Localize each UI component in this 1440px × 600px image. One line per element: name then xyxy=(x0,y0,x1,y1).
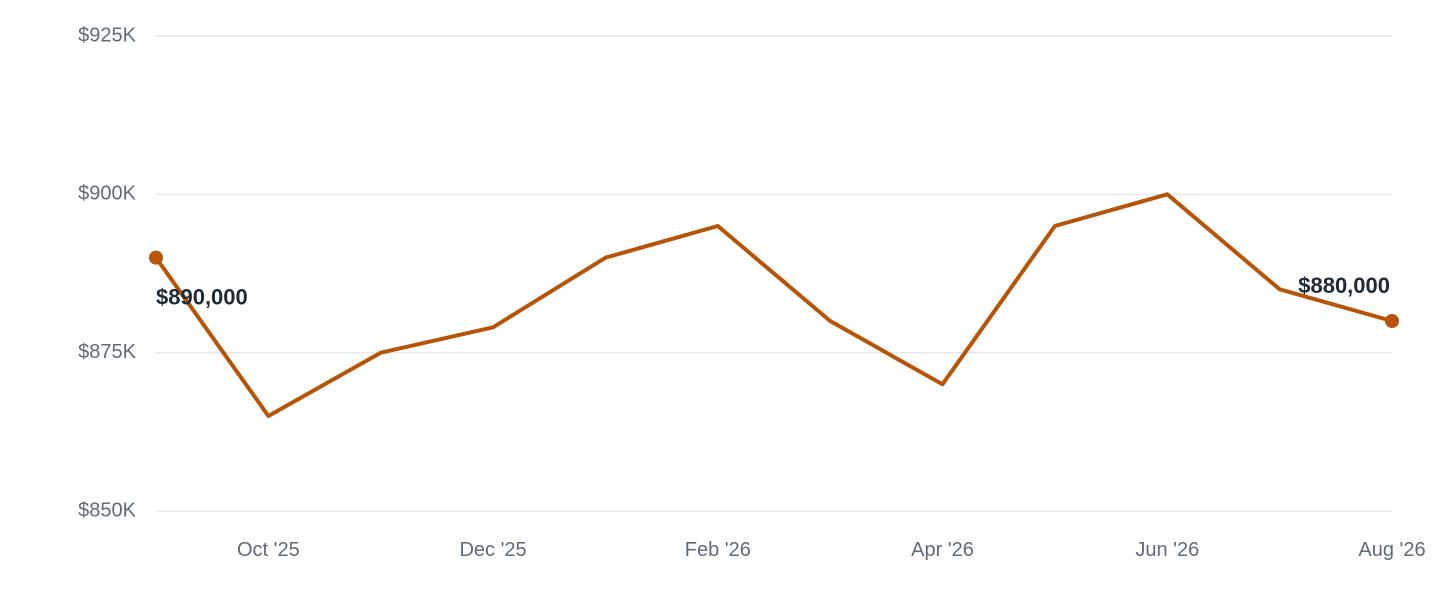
x-tick-label: Oct '25 xyxy=(237,539,300,561)
grid-lines xyxy=(156,35,1392,512)
y-tick-label: $875K xyxy=(78,341,136,363)
series-layer xyxy=(149,192,1399,418)
x-tick-label: Aug '26 xyxy=(1358,539,1425,561)
endpoint-marker xyxy=(1385,314,1399,328)
y-tick-label: $900K xyxy=(78,183,136,205)
x-tick-label: Apr '26 xyxy=(911,539,974,561)
y-tick-label: $925K xyxy=(78,24,136,46)
x-axis-labels: Oct '25 Dec '25 Feb '26 Apr '26 Jun '26 Aug '… xyxy=(237,539,1426,561)
x-tick-label: Feb '26 xyxy=(685,539,751,561)
series-line xyxy=(154,192,1394,418)
endpoint-marker xyxy=(149,250,163,265)
y-axis-labels: $850K $875K $900K $925K xyxy=(78,24,136,521)
x-tick-label: Dec '25 xyxy=(459,539,526,561)
annotation-layer: $890,000 $880,000 xyxy=(156,273,1390,310)
x-tick-label: Jun '26 xyxy=(1135,539,1199,561)
y-tick-label: $850K xyxy=(78,499,136,521)
value-annotation: $890,000 xyxy=(156,285,248,310)
value-annotation: $880,000 xyxy=(1298,273,1390,298)
